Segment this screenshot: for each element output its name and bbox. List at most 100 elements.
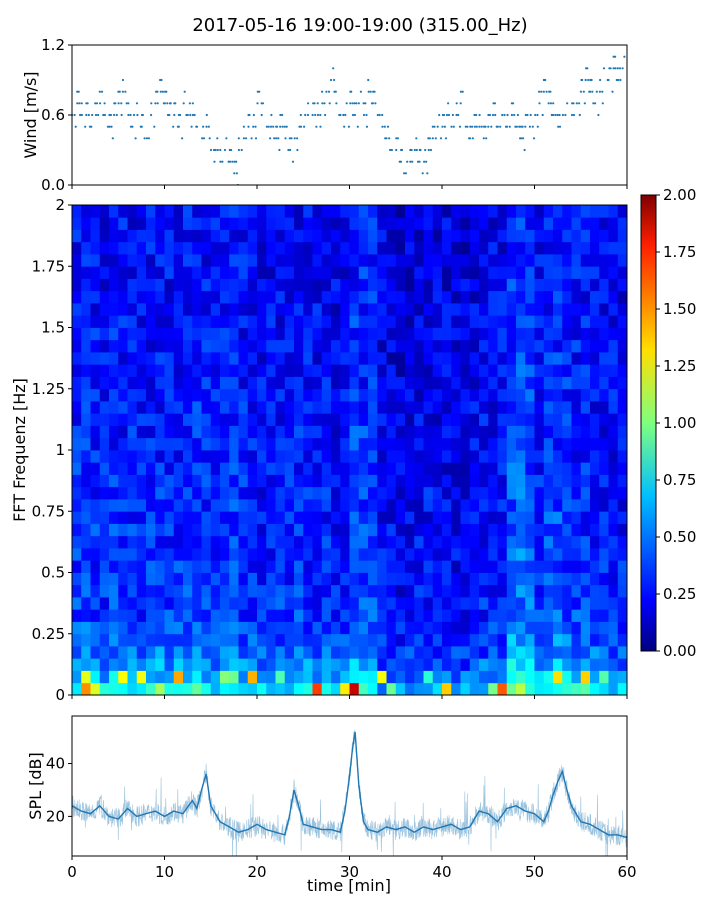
spectrogram-cell — [580, 621, 591, 635]
spectrogram-cell — [303, 327, 313, 341]
spectrogram-cell — [201, 364, 212, 377]
spectrogram-cell — [405, 327, 415, 341]
wind-point — [233, 160, 236, 163]
spectrogram-cell — [266, 523, 276, 537]
spectrogram-cell — [118, 621, 128, 635]
spectrogram-cell — [99, 584, 110, 598]
spectrogram-cell — [127, 646, 138, 659]
spectrogram-cell — [118, 548, 128, 561]
spectrogram-cell — [81, 364, 91, 377]
spectrogram-cell — [432, 511, 443, 524]
spectrogram-cell — [395, 462, 406, 475]
spectrogram-cell — [580, 682, 591, 696]
spectrogram-cell — [599, 646, 609, 659]
spectrogram-cell — [284, 413, 295, 426]
wind-point — [329, 78, 333, 82]
spectrogram-cell — [358, 450, 369, 463]
spectrogram-cell — [303, 535, 313, 549]
wind-point — [100, 90, 104, 93]
spectrogram-cell — [146, 682, 156, 696]
spectrogram-cell — [257, 499, 267, 512]
spectrogram-cell — [358, 401, 369, 414]
spectrogram-cell — [146, 229, 156, 243]
spectrogram-cell — [257, 621, 267, 635]
spectrogram-cell — [127, 339, 138, 353]
spectrogram-cell — [423, 499, 434, 512]
spectrogram-cell — [349, 352, 360, 365]
wind-point — [233, 172, 236, 175]
spectrogram-cell — [266, 229, 276, 243]
spectrogram-cell — [405, 499, 415, 512]
spectrogram-cell — [432, 486, 443, 500]
spectrogram-cell — [608, 266, 619, 279]
spectrogram-cell — [497, 290, 508, 304]
wind-point — [421, 172, 424, 175]
spectrogram-cell — [469, 229, 480, 243]
spectrogram-cell — [617, 682, 628, 696]
spectrogram-cell — [127, 401, 138, 414]
spectrogram-cell — [210, 437, 221, 451]
spectrogram-cell — [321, 315, 332, 328]
spectrogram-cell — [405, 352, 415, 365]
spectrogram-cell — [109, 327, 119, 341]
spectrogram-cell — [479, 584, 489, 598]
spectrogram-cell — [192, 217, 202, 230]
wind-point — [406, 160, 409, 163]
spectrogram-cell — [284, 241, 295, 255]
spectrogram-cell — [543, 388, 554, 402]
spectrogram-cell — [423, 437, 434, 451]
spectrogram-cell — [183, 633, 193, 647]
spectrogram-cell — [562, 670, 572, 684]
spectrogram-cell — [303, 572, 313, 586]
spectrogram-cell — [303, 658, 313, 671]
spectrogram-cell — [358, 670, 369, 684]
spectrogram-cell — [479, 290, 489, 304]
spectrogram-cell — [358, 609, 369, 622]
spectrogram-cell — [275, 278, 286, 292]
spectrogram-cell — [229, 621, 239, 635]
spectrogram-cell — [506, 670, 517, 684]
spectrogram-cell — [136, 217, 147, 230]
spectrogram-cell — [146, 511, 156, 524]
spectrogram-cell — [81, 450, 91, 463]
spectrogram-cell — [599, 462, 609, 475]
spectrogram-cell — [81, 670, 91, 684]
spectrogram-cell — [386, 474, 397, 488]
spectrogram-cell — [127, 425, 138, 439]
spectrogram-cell — [109, 633, 119, 647]
wind-point — [466, 125, 469, 128]
spectrogram-cell — [90, 266, 101, 279]
spectrogram-cell — [109, 450, 119, 463]
spectrogram-cell — [266, 499, 276, 512]
spectrogram-cell — [571, 486, 582, 500]
spectrogram-cell — [599, 597, 609, 610]
spectrogram-cell — [229, 413, 239, 426]
spectrogram-cell — [284, 658, 295, 671]
spectrogram-cell — [516, 450, 526, 463]
spectrogram-cell — [423, 511, 434, 524]
spectrogram-cell — [516, 303, 526, 316]
spectrogram-cell — [488, 670, 498, 684]
spectrogram-cell — [506, 450, 517, 463]
spectrogram-cell — [451, 646, 461, 659]
wind-point — [478, 125, 481, 128]
spectrogram-cell — [599, 511, 609, 524]
spectrogram-cell — [284, 535, 295, 549]
spectrogram-cell — [331, 241, 341, 255]
spectrogram-cell — [257, 401, 267, 414]
spectrogram-cell — [451, 621, 461, 635]
spectrogram-cell — [99, 352, 110, 365]
wind-point — [501, 113, 504, 117]
spectrogram-cell — [266, 560, 276, 573]
spectrogram-cell — [368, 352, 378, 365]
spectrogram-cell — [414, 254, 424, 267]
wind-point — [143, 137, 146, 140]
spectrogram-cell — [303, 511, 313, 524]
spectrogram-cell — [405, 315, 415, 328]
spectrogram-cell — [275, 290, 286, 304]
spectrogram-cell — [469, 597, 480, 610]
spectrogram-cell — [155, 217, 165, 230]
spectrogram-cell — [414, 437, 424, 451]
spectrogram-cell — [81, 303, 91, 316]
spectrogram-cell — [423, 241, 434, 255]
